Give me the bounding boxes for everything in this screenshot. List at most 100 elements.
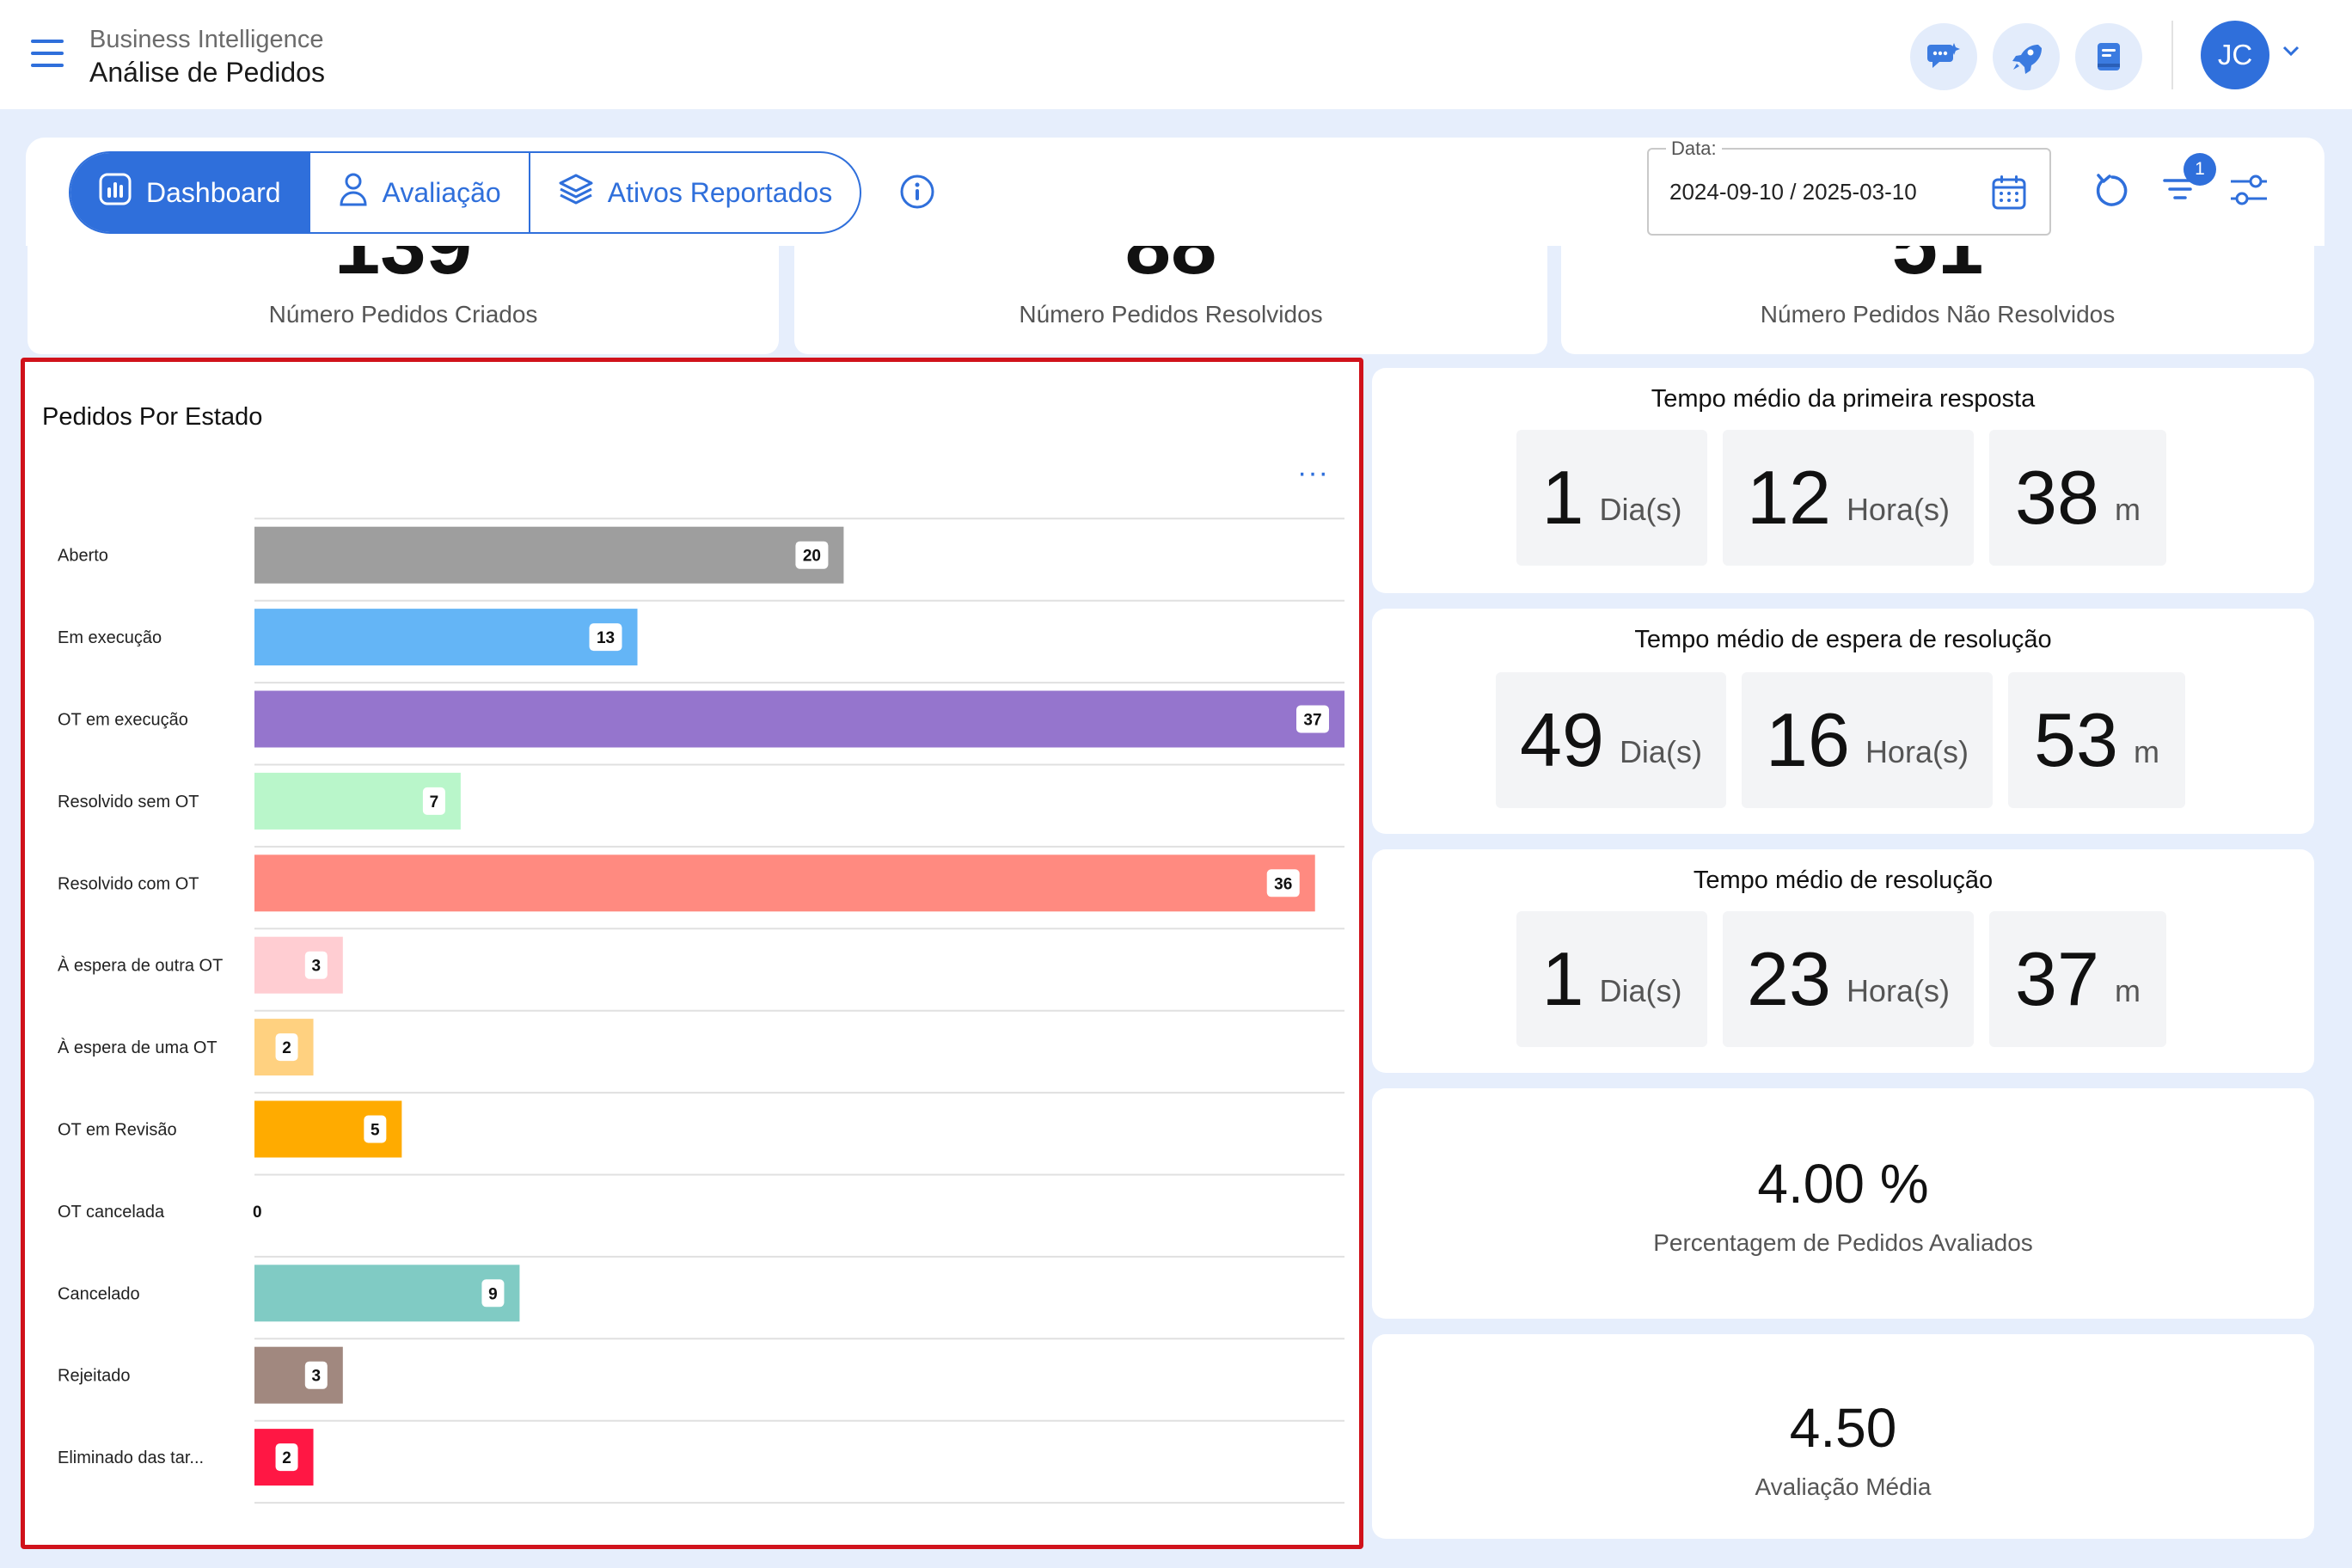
bar[interactable] — [254, 609, 638, 666]
value-badge — [364, 1115, 387, 1143]
avatar[interactable]: JC — [2201, 21, 2269, 89]
metric-title: Tempo médio de resolução — [1693, 867, 1994, 894]
days-value: 1 — [1541, 455, 1584, 540]
data-label: 0 — [253, 1204, 262, 1222]
tab-avaliacao[interactable]: Avaliação — [310, 153, 530, 232]
chart-icon — [98, 172, 132, 213]
value-badge — [481, 1279, 505, 1308]
stat-value-resolved: 88 — [794, 246, 1547, 289]
minutes-unit: m — [2114, 492, 2141, 527]
value-badge — [795, 541, 829, 569]
days-unit: Dia(s) — [1599, 492, 1682, 527]
chat-sparkle-icon[interactable] — [1910, 23, 1977, 90]
data-label: 3 — [312, 1368, 322, 1386]
category-label: Eliminado das tar... — [58, 1449, 204, 1467]
metric-title: Tempo médio da primeira resposta — [1651, 385, 2036, 413]
bar[interactable] — [254, 690, 1344, 748]
stat-label-resolved: Número Pedidos Resolvidos — [1019, 301, 1323, 328]
stat-card-unresolved: 51 Número Pedidos Não Resolvidos — [1561, 246, 2314, 354]
data-label: 3 — [312, 958, 322, 976]
days-value: 1 — [1541, 936, 1584, 1021]
bar[interactable] — [254, 1346, 343, 1404]
minutes-value: 53 — [2034, 697, 2118, 782]
data-label: 7 — [430, 793, 439, 812]
data-label: 5 — [371, 1122, 380, 1140]
menu-icon[interactable] — [31, 40, 64, 67]
layers-icon — [558, 172, 594, 213]
minutes-box: 37 m — [1989, 911, 2166, 1047]
category-label: Aberto — [58, 547, 108, 566]
value-badge — [1296, 705, 1329, 733]
tab-dashboard[interactable]: Dashboard — [70, 153, 310, 232]
bar[interactable] — [254, 936, 343, 994]
value-badge — [304, 951, 328, 979]
hours-unit: Hora(s) — [1846, 973, 1950, 1008]
page-title-block: Business Intelligence Análise de Pedidos — [89, 24, 325, 89]
category-label: OT em Revisão — [58, 1121, 177, 1140]
hours-unit: Hora(s) — [1865, 734, 1969, 769]
category-label: Resolvido sem OT — [58, 793, 199, 812]
stat-label-unresolved: Número Pedidos Não Resolvidos — [1760, 301, 2116, 328]
data-label: 37 — [1303, 712, 1321, 730]
days-box: 1 Dia(s) — [1516, 911, 1707, 1047]
avg-rating-value: 4.50 — [1789, 1397, 1897, 1459]
value-badge — [589, 623, 622, 652]
more-options-icon[interactable]: ··· — [1297, 456, 1329, 489]
chevron-down-icon[interactable] — [2282, 45, 2300, 61]
hours-unit: Hora(s) — [1846, 492, 1950, 527]
category-label: Rejeitado — [58, 1367, 131, 1386]
days-unit: Dia(s) — [1619, 734, 1702, 769]
minutes-value: 37 — [2015, 936, 2099, 1021]
hours-box: 16 Hora(s) — [1742, 672, 1993, 808]
metric-card-resolution-wait: Tempo médio de espera de resolução 49 Dia… — [1372, 609, 2314, 834]
tab-avaliacao-label: Avaliação — [382, 176, 501, 208]
section-name: Business Intelligence — [89, 26, 324, 53]
value-badge — [275, 1443, 298, 1472]
hours-box: 23 Hora(s) — [1723, 911, 1974, 1047]
stat-card-resolved: 88 Número Pedidos Resolvidos — [794, 246, 1547, 354]
chart-title: Pedidos Por Estado — [42, 403, 263, 431]
days-box: 49 Dia(s) — [1496, 672, 1726, 808]
tab-ativos-label: Ativos Reportados — [607, 176, 833, 208]
days-unit: Dia(s) — [1599, 973, 1682, 1008]
stat-value-created: 139 — [28, 246, 779, 289]
date-label: Data: — [1666, 138, 1722, 160]
hours-value: 12 — [1747, 455, 1831, 540]
hours-value: 16 — [1766, 697, 1850, 782]
book-icon[interactable] — [2075, 23, 2142, 90]
data-label: 13 — [597, 629, 615, 647]
metric-card-evaluated-pct: 4.00 % Percentagem de Pedidos Avaliados — [1372, 1088, 2314, 1319]
metric-card-avg-rating: 4.50 Avaliação Média — [1372, 1334, 2314, 1539]
hours-value: 23 — [1747, 936, 1831, 1021]
bar[interactable] — [254, 526, 844, 584]
data-label: 2 — [282, 1039, 291, 1057]
settings-sliders-icon[interactable] — [2228, 170, 2269, 214]
calendar-icon[interactable] — [1991, 174, 2027, 216]
view-tabs: Dashboard Avaliação Ativos Reportados — [69, 151, 862, 234]
info-icon[interactable] — [899, 174, 935, 214]
date-range-value: 2024-09-10 / 2025-03-10 — [1669, 179, 1917, 205]
chart-card-pedidos-por-estado: Pedidos Por Estado ··· Aberto 20 Em execuç… — [21, 358, 1363, 1549]
hours-box: 12 Hora(s) — [1723, 430, 1974, 566]
rocket-icon[interactable] — [1993, 23, 2060, 90]
category-label: Em execução — [58, 628, 162, 647]
filter-count-badge: 1 — [2184, 153, 2216, 186]
tab-ativos-reportados[interactable]: Ativos Reportados — [530, 153, 860, 232]
top-header: Business Intelligence Análise de Pedidos… — [0, 0, 2352, 109]
data-label: 20 — [803, 548, 821, 566]
bar[interactable] — [254, 1265, 520, 1322]
metric-title: Tempo médio de espera de resolução — [1634, 626, 2052, 653]
refresh-icon[interactable] — [2092, 170, 2132, 214]
metric-card-first-response: Tempo médio da primeira resposta 1 Dia(s)… — [1372, 368, 2314, 593]
bar[interactable] — [254, 854, 1315, 912]
minutes-value: 38 — [2015, 455, 2099, 540]
stat-value-unresolved: 51 — [1561, 246, 2314, 289]
header-divider — [2171, 21, 2173, 89]
date-range-field[interactable]: Data: 2024-09-10 / 2025-03-10 — [1647, 138, 2051, 236]
category-label: À espera de outra OT — [58, 956, 223, 976]
minutes-unit: m — [2114, 973, 2141, 1008]
tab-dashboard-label: Dashboard — [146, 176, 281, 208]
minutes-unit: m — [2133, 734, 2159, 769]
value-badge — [422, 787, 445, 815]
